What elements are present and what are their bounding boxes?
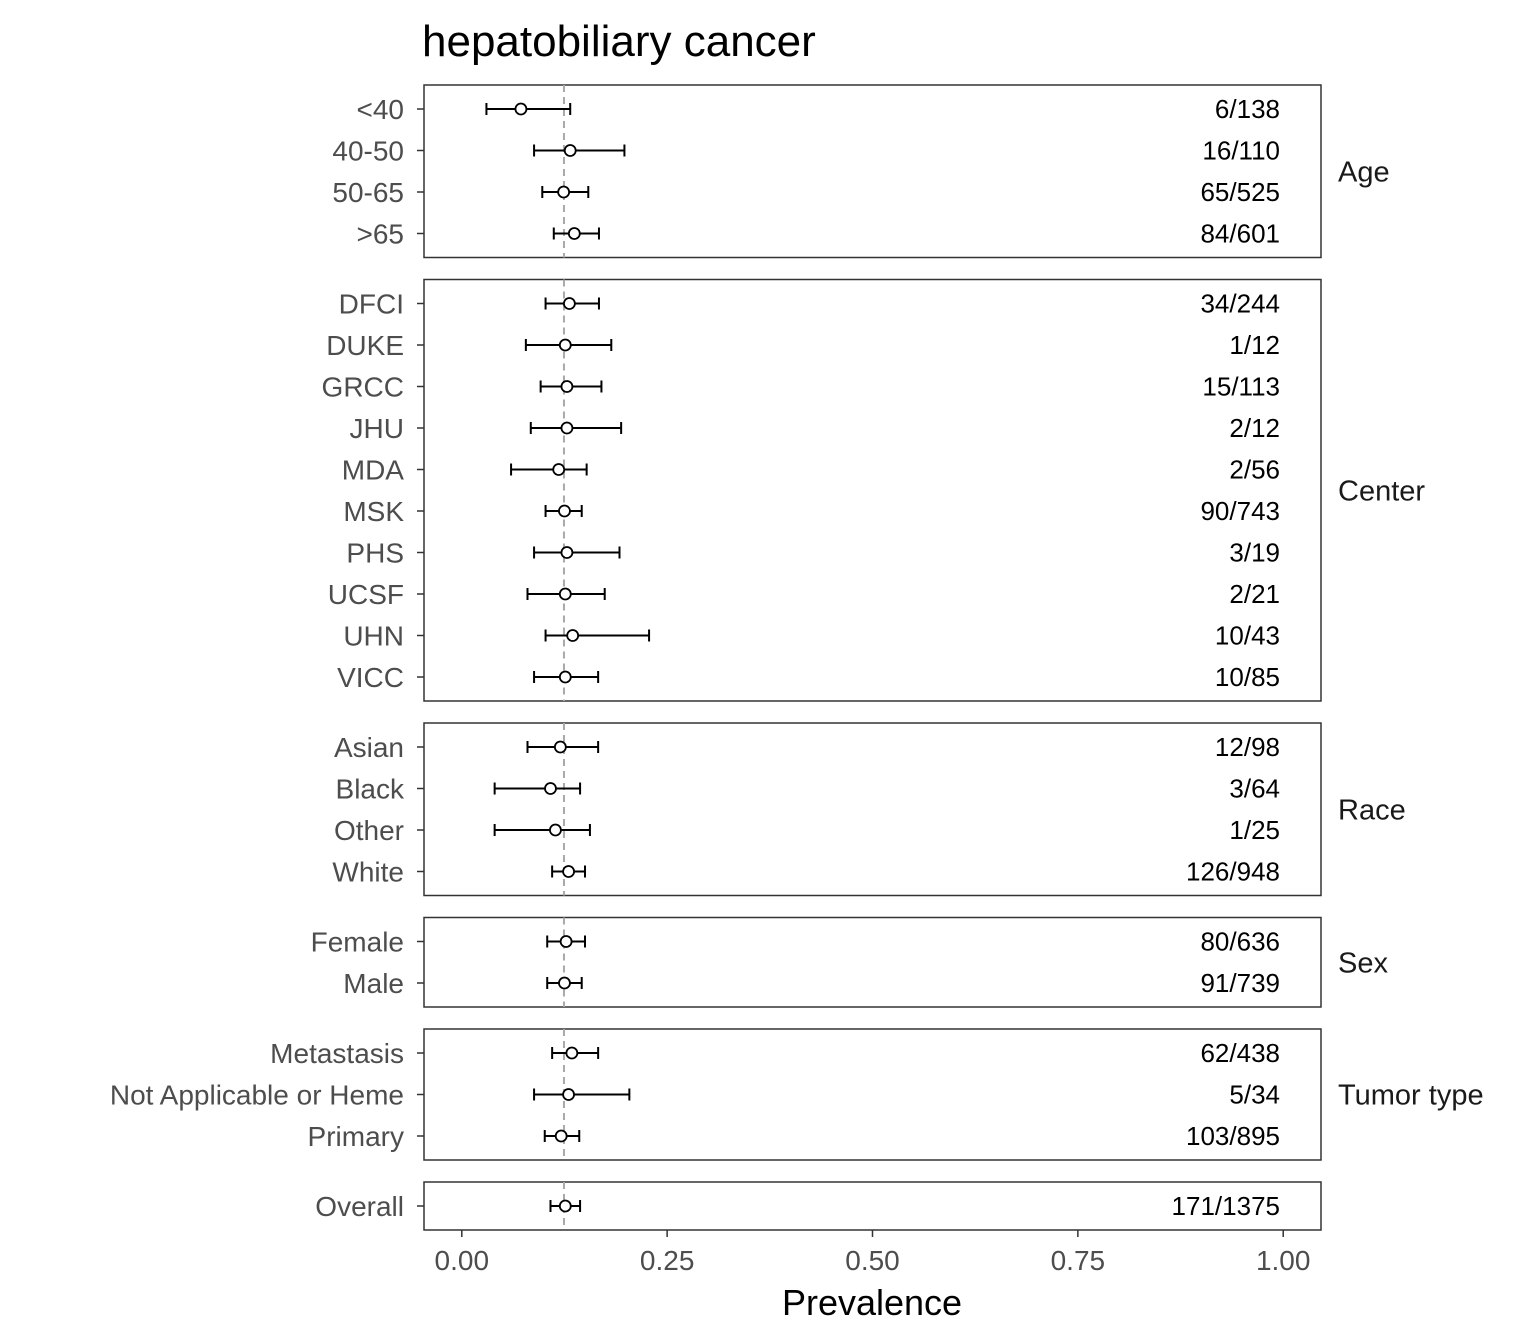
count-label: 91/739 xyxy=(1200,968,1280,998)
point-estimate xyxy=(558,504,571,518)
x-axis-label: Prevalence xyxy=(782,1282,962,1323)
panel-age: <40 6/138 40-50 16/110 50-65 65/525 >65 84/601 A… xyxy=(332,84,1390,259)
count-label: 171/1375 xyxy=(1172,1191,1280,1221)
count-label: 15/113 xyxy=(1202,372,1280,402)
row-label: MDA xyxy=(342,455,405,486)
facet-label: Age xyxy=(1338,156,1390,188)
count-label: 1/12 xyxy=(1229,330,1280,360)
x-axis: 0.00 0.25 0.50 0.75 1.00 xyxy=(435,1230,1311,1276)
point-estimate xyxy=(558,976,571,990)
count-label: 80/636 xyxy=(1200,927,1280,957)
row-label: GRCC xyxy=(322,372,404,403)
facet-label: Tumor type xyxy=(1338,1080,1484,1112)
panel-border xyxy=(423,722,1322,897)
row-label: Asian xyxy=(334,732,404,763)
panel-center: DFCI 34/244 DUKE 1/12 GRCC 15/113 JHU 2/12 MDA 2/… xyxy=(322,278,1425,702)
point-estimate xyxy=(557,185,571,199)
count-label: 16/110 xyxy=(1202,136,1280,166)
row-label: Black xyxy=(336,774,405,805)
facet-label: Race xyxy=(1338,794,1406,826)
count-label: 90/743 xyxy=(1200,496,1280,526)
count-label: 34/244 xyxy=(1200,289,1280,319)
point-estimate xyxy=(558,670,572,684)
row-label: UCSF xyxy=(328,579,404,610)
x-tick-label: 0.50 xyxy=(845,1245,900,1276)
point-estimate xyxy=(560,546,574,559)
row-label: <40 xyxy=(357,94,405,125)
count-label: 5/34 xyxy=(1229,1080,1280,1110)
count-label: 3/19 xyxy=(1229,538,1280,568)
point-estimate xyxy=(553,740,567,754)
point-estimate xyxy=(514,102,528,116)
count-label: 126/948 xyxy=(1186,857,1280,887)
point-estimate xyxy=(560,421,574,435)
panel-border xyxy=(423,278,1322,702)
row-label: Not Applicable or Heme xyxy=(110,1080,404,1111)
row-label: Male xyxy=(343,968,404,999)
row-label: MSK xyxy=(343,496,404,527)
point-estimate xyxy=(560,380,574,393)
count-label: 65/525 xyxy=(1200,177,1280,207)
facet-label: Center xyxy=(1338,475,1425,507)
row-label: >65 xyxy=(357,219,405,250)
panel-overall: Overall 171/1375 xyxy=(315,1181,1322,1231)
count-label: 2/21 xyxy=(1229,579,1280,609)
row-label: DFCI xyxy=(339,289,404,320)
panel-border xyxy=(423,84,1322,259)
count-label: 10/43 xyxy=(1215,621,1280,651)
point-estimate xyxy=(552,463,566,476)
count-label: 2/56 xyxy=(1229,455,1280,485)
count-label: 3/64 xyxy=(1229,774,1280,804)
point-estimate xyxy=(562,297,576,310)
chart-title: hepatobiliary cancer xyxy=(422,17,816,66)
row-label: White xyxy=(332,857,404,888)
panel-sex: Female 80/636 Male 91/739 Sex xyxy=(311,916,1388,1008)
count-label: 1/25 xyxy=(1229,815,1280,845)
row-label: Other xyxy=(334,815,404,846)
point-estimate xyxy=(544,782,557,795)
row-label: VICC xyxy=(337,662,404,693)
row-label: UHN xyxy=(343,621,404,652)
count-label: 62/438 xyxy=(1200,1038,1280,1068)
panel-border xyxy=(423,916,1322,1008)
point-estimate xyxy=(567,227,581,240)
panel-race: Asian 12/98 Black 3/64 Other 1/25 White 126/948… xyxy=(332,722,1406,897)
point-estimate xyxy=(565,1046,579,1060)
x-tick-label: 0.75 xyxy=(1051,1245,1106,1276)
point-estimate xyxy=(562,1088,575,1101)
x-tick-label: 0.00 xyxy=(435,1245,490,1276)
panels-layer: <40 6/138 40-50 16/110 50-65 65/525 >65 84/601 A… xyxy=(110,84,1484,1231)
x-tick-label: 1.00 xyxy=(1256,1245,1311,1276)
count-label: 84/601 xyxy=(1200,219,1280,249)
row-label: DUKE xyxy=(326,330,404,361)
point-estimate xyxy=(558,587,572,601)
x-tick-label: 0.25 xyxy=(640,1245,695,1276)
count-label: 12/98 xyxy=(1215,732,1280,762)
row-label: Primary xyxy=(308,1121,404,1152)
point-estimate xyxy=(549,823,562,837)
count-label: 10/85 xyxy=(1215,662,1280,692)
row-label: Metastasis xyxy=(270,1038,404,1069)
count-label: 103/895 xyxy=(1186,1121,1280,1151)
row-label: Female xyxy=(311,927,404,958)
row-label: 50-65 xyxy=(332,177,404,208)
point-estimate xyxy=(554,1129,568,1143)
point-estimate xyxy=(563,144,577,157)
point-estimate xyxy=(559,935,573,948)
count-label: 6/138 xyxy=(1215,94,1280,124)
count-label: 2/12 xyxy=(1229,413,1280,443)
point-estimate xyxy=(566,629,580,642)
panel-tumor-type: Metastasis 62/438 Not Applicable or Heme 5/… xyxy=(110,1028,1484,1161)
row-label: JHU xyxy=(350,413,404,444)
point-estimate xyxy=(562,865,575,878)
row-label: PHS xyxy=(346,538,404,569)
row-label: 40-50 xyxy=(332,136,404,167)
row-label: Overall xyxy=(315,1191,404,1222)
point-estimate xyxy=(558,1199,572,1213)
facet-label: Sex xyxy=(1338,947,1388,979)
point-estimate xyxy=(558,338,572,352)
